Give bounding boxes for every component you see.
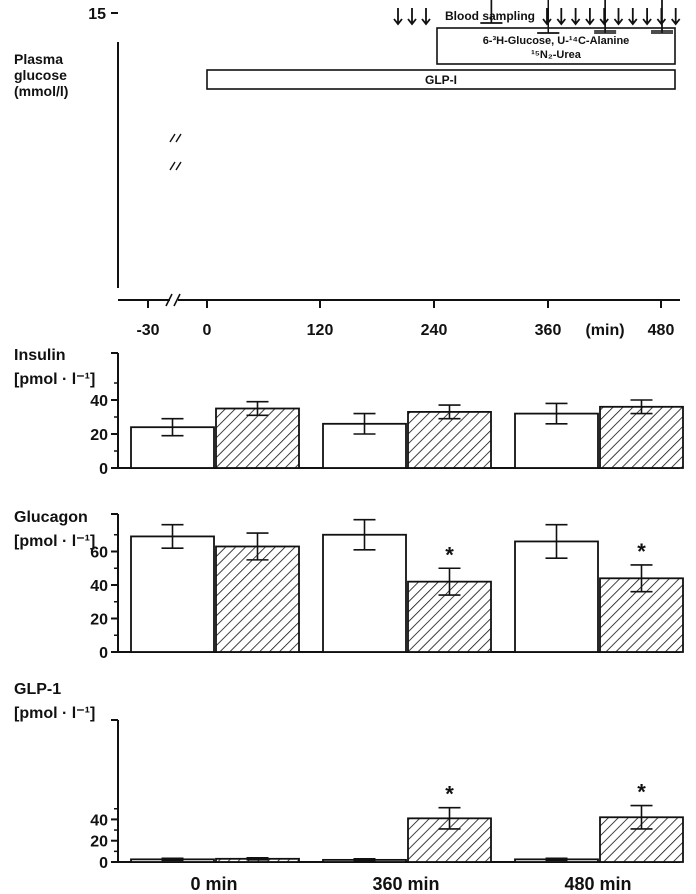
significance-star: * xyxy=(445,542,454,567)
hatched-bar xyxy=(215,407,300,469)
bar-panel-1: Insulin [pmol · l⁻¹] 0 20 40 xyxy=(14,347,684,478)
hatched-bar xyxy=(599,405,684,469)
y-tick-label: 40 xyxy=(90,812,108,829)
infusion-label-line1: 6-³H-Glucose, U-¹⁴C-Alanine xyxy=(483,35,630,47)
glp-infusion-label: GLP-I xyxy=(425,73,457,87)
axis-break-mark xyxy=(165,293,181,307)
sampling-arrow-icon xyxy=(421,8,431,26)
y-tick-label: 20 xyxy=(90,427,108,444)
y-tick-label: 15 xyxy=(88,6,106,23)
bar-panel-2: Glucagon [pmol · l⁻¹] 0 20 40 60 * * xyxy=(14,509,684,662)
sampling-arrow-icon xyxy=(628,8,638,26)
y-axis-label: glucose xyxy=(14,67,67,83)
hatched-bar xyxy=(215,545,300,653)
significance-star: * xyxy=(445,782,454,807)
glp-infusion-bar xyxy=(206,69,676,90)
sampling-arrow-icon xyxy=(599,8,609,26)
sampling-arrow-icon xyxy=(393,8,403,26)
x-tick-label: 240 xyxy=(421,322,448,339)
x-tick-label: 480 xyxy=(648,322,675,339)
y-tick-label: 0 xyxy=(99,461,108,478)
sampling-arrow-icon xyxy=(556,8,567,26)
x-tick-label: 360 xyxy=(535,322,562,339)
glucose-panel: Plasmaglucose(mmol/l)152025-300120240360… xyxy=(14,0,681,339)
infusion-label-line2: ¹⁵N₂-Urea xyxy=(531,49,582,61)
open-bar xyxy=(514,540,599,653)
y-axis-label: Glucagon xyxy=(14,509,88,526)
y-axis-label: Insulin xyxy=(14,347,66,364)
y-axis-label: [pmol · l⁻¹] xyxy=(14,371,95,388)
y-tick-label: 40 xyxy=(90,578,108,595)
y-axis-label: [pmol · l⁻¹] xyxy=(14,533,95,550)
x-tick-label: (min) xyxy=(585,322,624,339)
sampling-arrow-icon xyxy=(407,8,417,26)
open-bar xyxy=(322,533,407,653)
significance-star: * xyxy=(637,539,646,564)
y-tick-label: 0 xyxy=(99,855,108,872)
y-axis-label: GLP-1 xyxy=(14,681,61,698)
sampling-arrow-icon xyxy=(542,8,552,26)
sampling-arrow-icon xyxy=(670,8,681,26)
x-tick-label: 120 xyxy=(307,322,334,339)
y-tick-label: 40 xyxy=(90,393,108,410)
sampling-arrow-icon xyxy=(642,8,652,26)
y-tick-label: 0 xyxy=(99,645,108,662)
infusion-box xyxy=(436,27,676,65)
sampling-label: Blood sampling xyxy=(445,9,535,23)
series-break-mark xyxy=(169,133,182,171)
x-tick-label: 0 xyxy=(203,322,212,339)
y-tick-label: 60 xyxy=(90,545,108,562)
bar-panel-3: GLP-1 [pmol · l⁻¹] 0 20 40 * * 0 min 360 min 480 … xyxy=(14,681,684,894)
y-axis-label: Plasma xyxy=(14,51,63,67)
y-tick-label: 20 xyxy=(90,612,108,629)
sampling-arrow-icon xyxy=(585,8,595,26)
hatched-bar xyxy=(407,580,492,653)
x-category-label: 0 min xyxy=(190,874,237,894)
y-tick-label: 20 xyxy=(90,834,108,851)
open-bar xyxy=(130,535,215,653)
significance-star: * xyxy=(637,780,646,805)
sampling-arrow-icon xyxy=(570,8,581,26)
x-category-label: 360 min xyxy=(372,874,439,894)
x-category-label: 480 min xyxy=(564,874,631,894)
y-axis-label: [pmol · l⁻¹] xyxy=(14,705,95,722)
x-tick-label: -30 xyxy=(136,322,159,339)
open-bar xyxy=(130,426,215,469)
hatched-bar xyxy=(407,410,492,469)
sampling-arrow-icon xyxy=(613,8,624,26)
y-axis-label: (mmol/l) xyxy=(14,83,68,99)
